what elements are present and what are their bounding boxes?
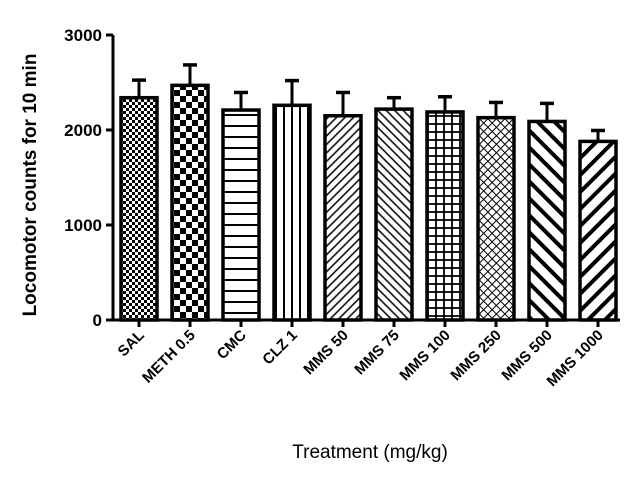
x-tick-label: SAL <box>115 327 148 360</box>
y-tick-label: 3000 <box>64 26 102 45</box>
y-tick-label: 1000 <box>64 216 102 235</box>
y-axis-label: Locomotor counts for 10 min <box>20 54 41 317</box>
x-tick-label: MMS 250 <box>447 327 504 384</box>
y-tick-label: 0 <box>93 311 102 330</box>
bar-mms-250 <box>476 115 516 322</box>
bar-meth-0-5 <box>170 83 210 322</box>
bars <box>119 63 618 322</box>
bar-mms-1000 <box>578 139 618 322</box>
y-tick-label: 2000 <box>64 121 102 140</box>
x-tick-label: MMS 100 <box>396 327 453 384</box>
bar-mms-75 <box>374 107 414 322</box>
x-tick-label: CMC <box>214 327 250 363</box>
x-tick-label: CLZ 1 <box>259 327 300 368</box>
bar-cmc <box>221 108 261 322</box>
x-tick-label: MMS 50 <box>300 327 352 379</box>
bar-clz-1 <box>272 103 312 322</box>
bar-mms-100 <box>425 110 465 322</box>
bar-sal <box>119 95 159 322</box>
x-axis-label: Treatment (mg/kg) <box>292 442 448 463</box>
x-tick-label: METH 0.5 <box>139 327 199 387</box>
bar-mms-500 <box>527 119 567 322</box>
bar-mms-50 <box>323 114 363 322</box>
x-tick-label: MMS 75 <box>351 327 403 379</box>
